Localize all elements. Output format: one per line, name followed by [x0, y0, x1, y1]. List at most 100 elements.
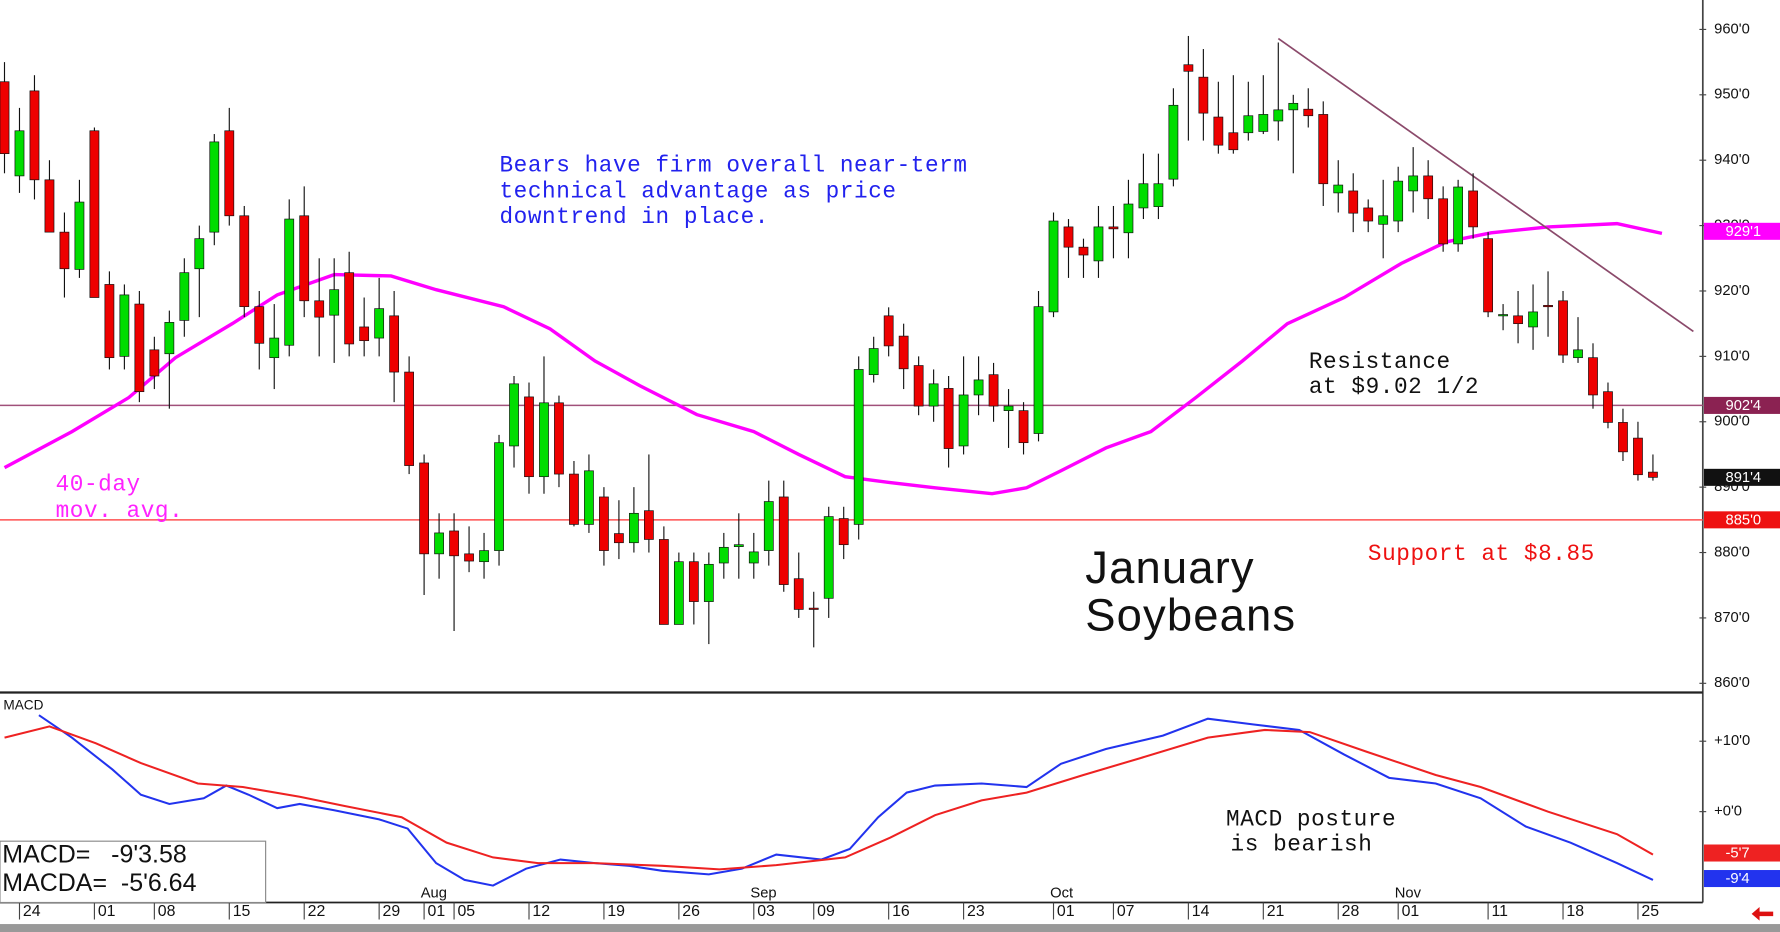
candle-body: [539, 402, 549, 478]
candle-body: [1648, 471, 1658, 478]
x-tick-label: 05: [457, 903, 475, 920]
candle-body: [1453, 186, 1464, 245]
candle-body: [778, 496, 789, 585]
candle-body: [464, 553, 474, 562]
candle-body: [763, 501, 774, 551]
macd-line: [4, 725, 1654, 871]
candle-body: [1063, 226, 1074, 248]
candle-body: [614, 533, 624, 544]
annotation: January: [1085, 542, 1254, 593]
candle-body: [1573, 349, 1583, 359]
candle-body: [419, 462, 429, 555]
candle-body: [1483, 238, 1493, 313]
annotation: mov. avg.: [56, 498, 184, 524]
annotation: Resistance: [1309, 349, 1451, 375]
candle-body: [733, 544, 744, 547]
candle-body: [119, 294, 130, 357]
x-tick-label: 01: [98, 903, 116, 920]
y-tick-label: 940'0: [1714, 152, 1750, 168]
candle-body: [629, 512, 639, 544]
y-tick-label: +0'0: [1714, 804, 1742, 820]
candle-body: [524, 396, 534, 478]
candle-body: [1333, 184, 1344, 194]
candle-body: [1438, 198, 1449, 245]
candle-body: [1018, 410, 1029, 444]
candle-body: [1378, 215, 1389, 225]
value-box-label: 902'4: [1726, 398, 1762, 414]
candle-body: [853, 369, 864, 525]
candle-body: [1033, 306, 1044, 434]
candle-body: [718, 546, 729, 564]
x-tick-label: 01: [1402, 903, 1420, 920]
candle-body: [1003, 405, 1014, 411]
scroll-arrow[interactable]: [1751, 907, 1774, 921]
candle-body: [389, 315, 400, 373]
candle-body: [1318, 114, 1329, 185]
annotation: Support at $8.85: [1368, 541, 1595, 567]
candle-body: [14, 130, 25, 177]
value-box-label: 891'4: [1726, 470, 1762, 486]
value-box-label: -5'7: [1726, 845, 1750, 861]
candle-body: [1138, 183, 1149, 209]
readout-box: [0, 840, 267, 904]
annotation: Soybeans: [1085, 590, 1296, 641]
candle-body: [134, 303, 145, 393]
annotation: at $9.02 1/2: [1309, 374, 1479, 400]
month-label: Aug: [421, 885, 447, 901]
candle-body: [748, 551, 759, 564]
candle-body: [1558, 300, 1568, 356]
x-tick-label: 12: [532, 903, 550, 920]
x-tick-label: 25: [1641, 903, 1659, 920]
candle-body: [239, 215, 250, 308]
y-tick-label: 910'0: [1714, 348, 1750, 364]
candle-body: [1078, 246, 1089, 256]
candle-body: [943, 388, 954, 449]
candle-body: [434, 532, 444, 555]
candle-body: [359, 326, 370, 342]
candle-body: [1108, 226, 1119, 230]
candle-body: [1243, 115, 1254, 134]
candle-body: [494, 442, 504, 551]
value-box-label: -9'4: [1726, 871, 1750, 887]
candle-body: [1273, 109, 1284, 122]
candle-body: [703, 563, 714, 602]
candle-body: [0, 81, 10, 155]
candle-body: [1393, 180, 1404, 222]
panel-title: MACD: [3, 698, 43, 713]
candle-body: [1153, 183, 1164, 207]
y-tick-label: 950'0: [1714, 87, 1750, 103]
candle-body: [913, 365, 924, 407]
x-tick-label: 01: [428, 903, 446, 920]
candle-body: [29, 90, 40, 181]
candle-body: [1603, 391, 1613, 423]
candle-body: [823, 516, 834, 599]
candle-body: [1258, 114, 1269, 132]
candle-body: [1348, 190, 1359, 214]
candle-body: [1618, 422, 1628, 453]
candle-body: [928, 383, 939, 407]
candle-body: [479, 550, 489, 563]
candle-body: [1588, 357, 1598, 396]
candle-body: [958, 394, 969, 447]
x-tick-label: 26: [682, 903, 700, 920]
candle-body: [269, 337, 280, 359]
candle-body: [868, 348, 879, 376]
candle-body: [838, 518, 849, 546]
candle-body: [104, 284, 115, 359]
value-box-label: 929'1: [1726, 224, 1762, 240]
candle-body: [329, 289, 340, 316]
value-box: [1703, 468, 1780, 486]
value-box: [1703, 870, 1780, 888]
candle-body: [344, 272, 355, 345]
y-tick-label: 960'0: [1714, 21, 1750, 37]
month-label: Nov: [1395, 885, 1422, 901]
candle-body: [209, 141, 220, 233]
annotation: is bearish: [1231, 832, 1373, 858]
candle-body: [1408, 175, 1419, 192]
candle-body: [1543, 305, 1553, 308]
candle-body: [179, 272, 190, 321]
candle-body: [1363, 207, 1374, 222]
y-tick-label: +10'0: [1714, 733, 1750, 749]
candle-body: [44, 179, 55, 233]
